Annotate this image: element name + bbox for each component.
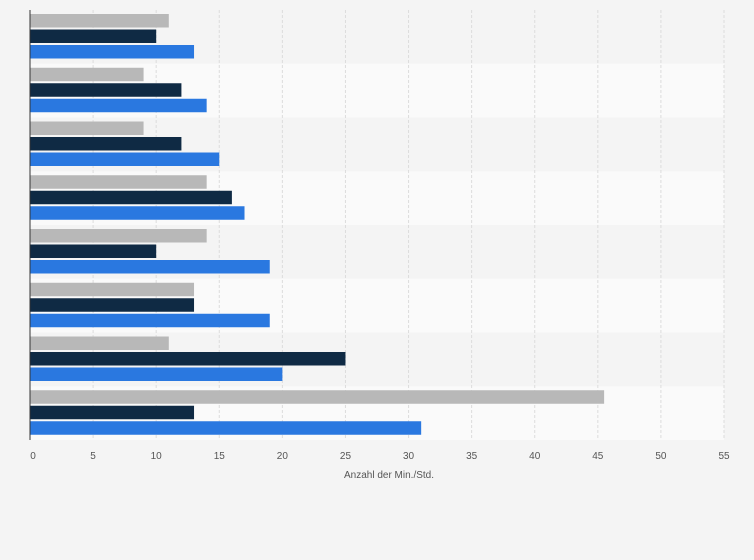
x-tick-label: 35 — [466, 451, 478, 462]
x-tick-label: 0 — [30, 451, 36, 462]
bar[interactable] — [30, 260, 270, 274]
x-tick-label: 15 — [214, 451, 226, 462]
bar[interactable] — [30, 229, 207, 243]
bar[interactable] — [30, 313, 270, 328]
x-tick-label: 20 — [277, 451, 289, 462]
bar[interactable] — [30, 121, 144, 136]
bar[interactable] — [30, 421, 422, 435]
bar[interactable] — [30, 336, 169, 351]
bar[interactable] — [30, 282, 195, 297]
bars — [30, 14, 605, 435]
bar[interactable] — [30, 190, 232, 205]
bar[interactable] — [30, 14, 169, 28]
bar[interactable] — [30, 45, 195, 59]
x-tick-label: 45 — [592, 451, 604, 462]
x-tick-label: 40 — [529, 451, 541, 462]
x-tick-label: 50 — [655, 451, 667, 462]
bar[interactable] — [30, 175, 207, 189]
x-tick-label: 25 — [340, 451, 352, 462]
bar[interactable] — [30, 83, 182, 97]
bar[interactable] — [30, 405, 195, 420]
bar[interactable] — [30, 206, 245, 220]
bar[interactable] — [30, 67, 144, 82]
bar[interactable] — [30, 29, 157, 44]
bar[interactable] — [30, 244, 157, 259]
x-tick-label: 10 — [151, 451, 163, 462]
x-axis-title: Anzahl der Min./Std. — [344, 470, 434, 481]
x-tick-labels: 0 5 10 15 20 25 30 35 40 45 50 55 — [30, 451, 730, 462]
gridlines — [92, 10, 725, 440]
bar[interactable] — [30, 152, 220, 167]
bar[interactable] — [30, 367, 283, 382]
bar[interactable] — [30, 390, 605, 404]
x-tick-label: 55 — [718, 451, 730, 462]
bar[interactable] — [30, 352, 346, 366]
x-tick-label: 5 — [90, 451, 96, 462]
x-tick-label: 30 — [403, 451, 415, 462]
bar[interactable] — [30, 98, 207, 113]
bar[interactable] — [30, 137, 182, 151]
bar[interactable] — [30, 298, 195, 312]
